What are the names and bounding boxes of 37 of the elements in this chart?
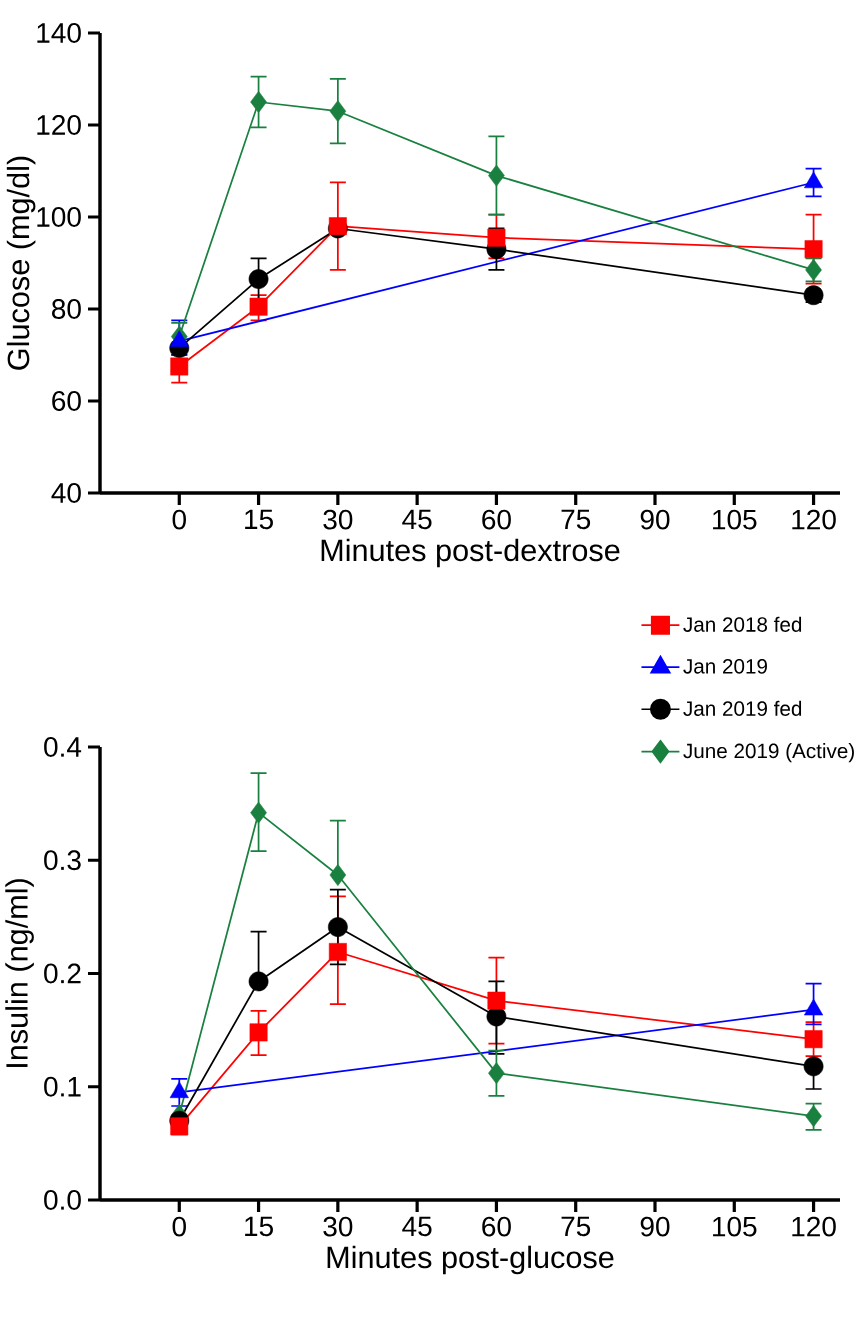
y-tick-label: 60 [52,391,81,411]
y-tick-label: 0.3 [44,850,81,871]
y-tick-label: 0.0 [44,1190,81,1210]
x-tick-label: 60 [482,509,511,530]
y-tick-label: 100 [37,207,81,227]
x-tick-label: 45 [402,1216,432,1237]
y-tick-label: 40 [51,483,81,503]
x-tick-label: 60 [482,1216,511,1237]
x-tick-label: 0 [172,1216,186,1237]
x-tick-label: 0 [172,509,186,530]
x-tick-label: 90 [640,1216,670,1237]
legend-label: June 2019 (Active) [683,743,854,763]
x-tick-label: 75 [561,1216,591,1237]
x-tick-label: 75 [561,509,591,530]
y-tick-label: 0.4 [44,737,82,757]
x-axis-title: Minutes post-glucose [327,1245,614,1275]
y-tick-label: 0.1 [44,1076,81,1097]
y-axis-title: Glucose (mg/dl) [6,156,36,370]
y-axis-title: Insulin (ng/ml) [5,879,34,1067]
x-tick-label: 120 [792,1216,836,1237]
legend-label: Jan 2018 fed [683,616,802,632]
x-axis-title: Minutes post-dextrose [321,538,620,568]
x-tick-label: 90 [640,509,670,530]
x-tick-label: 15 [245,509,273,530]
y-tick-label: 140 [37,23,81,43]
x-tick-label: 30 [323,1216,353,1237]
x-tick-label: 45 [402,509,432,530]
x-tick-label: 105 [713,509,757,530]
x-tick-label: 105 [713,1216,757,1237]
x-tick-label: 15 [245,1216,273,1237]
y-tick-label: 120 [37,115,81,135]
y-tick-label: 0.2 [44,963,81,984]
x-tick-label: 120 [792,509,836,530]
legend-label: Jan 2019 fed [683,700,802,716]
legend-label: Jan 2019 [683,659,767,674]
y-tick-label: 80 [52,299,81,319]
x-tick-label: 30 [323,509,353,530]
